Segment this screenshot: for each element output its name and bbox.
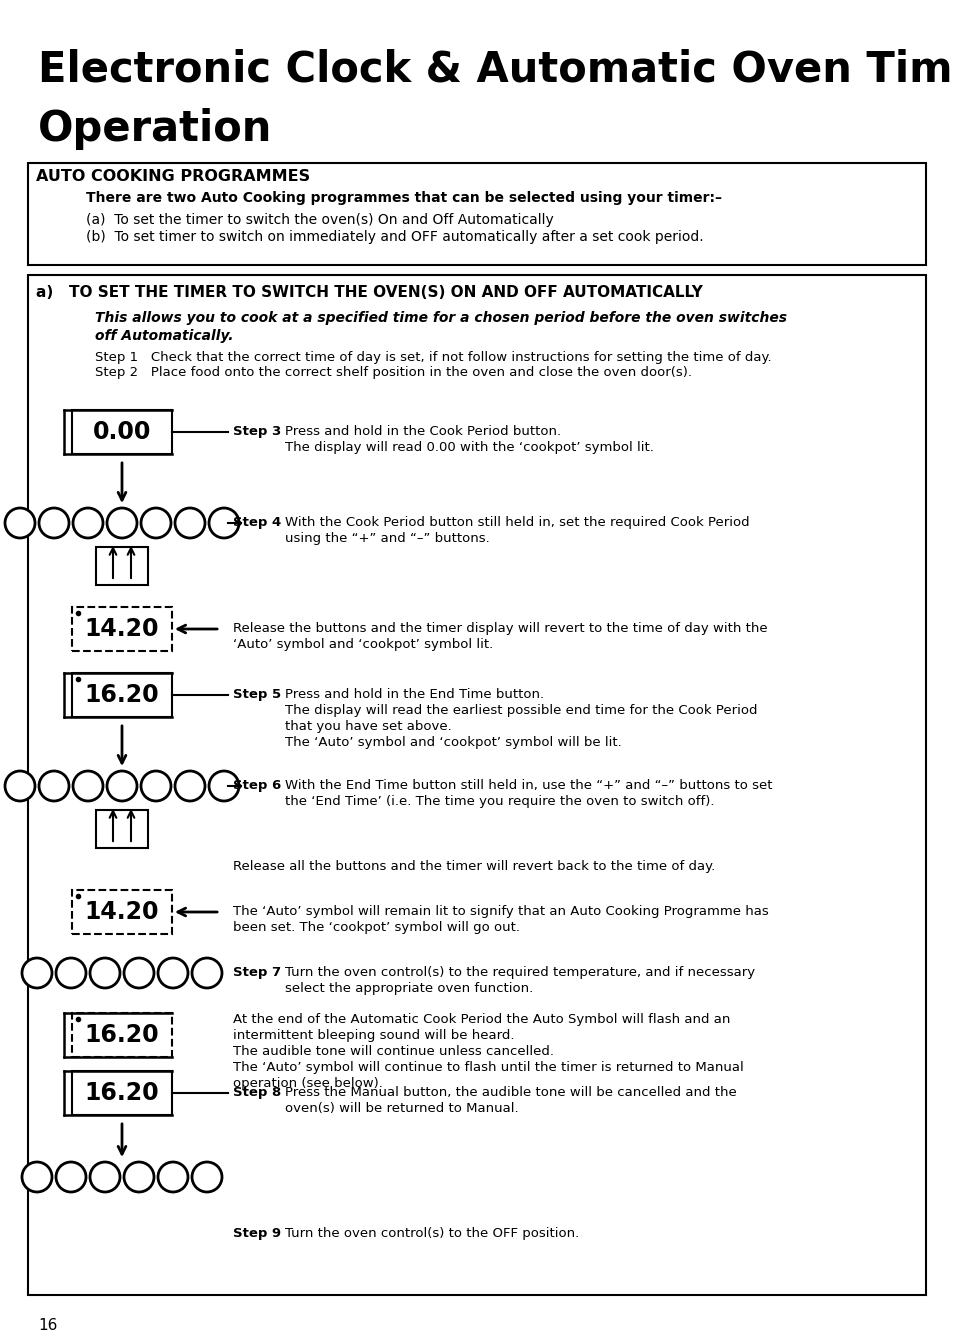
- Text: Turn the oven control(s) to the OFF position.: Turn the oven control(s) to the OFF posi…: [285, 1226, 578, 1240]
- Circle shape: [39, 508, 69, 538]
- Bar: [71, 1071, 172, 1116]
- Circle shape: [107, 771, 137, 802]
- Text: (a)  To set the timer to switch the oven(s) On and Off Automatically: (a) To set the timer to switch the oven(…: [86, 212, 553, 227]
- Bar: [71, 673, 172, 717]
- Circle shape: [192, 958, 222, 989]
- Text: a)   TO SET THE TIMER TO SWITCH THE OVEN(S) ON AND OFF AUTOMATICALLY: a) TO SET THE TIMER TO SWITCH THE OVEN(S…: [36, 285, 702, 301]
- Text: 16.20: 16.20: [85, 1023, 159, 1047]
- Circle shape: [158, 958, 188, 989]
- Circle shape: [209, 771, 239, 802]
- Text: Electronic Clock & Automatic Oven Timer: Electronic Clock & Automatic Oven Timer: [38, 48, 953, 90]
- Text: There are two Auto Cooking programmes that can be selected using your timer:–: There are two Auto Cooking programmes th…: [86, 191, 721, 204]
- Circle shape: [73, 508, 103, 538]
- Bar: [71, 410, 172, 454]
- Circle shape: [5, 771, 35, 802]
- Bar: [28, 163, 925, 265]
- Circle shape: [73, 771, 103, 802]
- Text: Release all the buttons and the timer will revert back to the time of day.: Release all the buttons and the timer wi…: [233, 860, 715, 872]
- Text: 0.00: 0.00: [92, 420, 151, 444]
- Text: 16: 16: [38, 1319, 57, 1333]
- Text: The ‘Auto’ symbol will remain lit to signify that an Auto Cooking Programme has
: The ‘Auto’ symbol will remain lit to sig…: [233, 904, 768, 934]
- Text: 14.20: 14.20: [85, 617, 159, 641]
- Bar: [96, 810, 148, 848]
- Circle shape: [141, 771, 171, 802]
- Text: AUTO COOKING PROGRAMMES: AUTO COOKING PROGRAMMES: [36, 168, 310, 184]
- Bar: [71, 607, 172, 651]
- Circle shape: [174, 508, 205, 538]
- Text: Step 5: Step 5: [233, 688, 281, 701]
- Text: Step 9: Step 9: [233, 1226, 281, 1240]
- Text: At the end of the Automatic Cook Period the Auto Symbol will flash and an
interm: At the end of the Automatic Cook Period …: [233, 1013, 743, 1090]
- Circle shape: [90, 958, 120, 989]
- Circle shape: [22, 958, 52, 989]
- Circle shape: [124, 958, 153, 989]
- Text: Step 1   Check that the correct time of day is set, if not follow instructions f: Step 1 Check that the correct time of da…: [95, 351, 771, 363]
- Text: With the End Time button still held in, use the “+” and “–” buttons to set
the ‘: With the End Time button still held in, …: [285, 779, 772, 808]
- Circle shape: [107, 508, 137, 538]
- Text: Step 3: Step 3: [233, 425, 281, 438]
- Text: Step 7: Step 7: [233, 966, 281, 979]
- Text: 16.20: 16.20: [85, 683, 159, 707]
- Circle shape: [22, 1162, 52, 1192]
- Text: This allows you to cook at a specified time for a chosen period before the oven : This allows you to cook at a specified t…: [95, 311, 786, 343]
- Text: Press and hold in the End Time button.
The display will read the earliest possib: Press and hold in the End Time button. T…: [285, 688, 757, 749]
- Bar: [71, 1013, 172, 1057]
- Text: Step 8: Step 8: [233, 1086, 281, 1100]
- Circle shape: [124, 1162, 153, 1192]
- Text: 14.20: 14.20: [85, 900, 159, 925]
- Circle shape: [192, 1162, 222, 1192]
- Circle shape: [56, 1162, 86, 1192]
- Text: With the Cook Period button still held in, set the required Cook Period
using th: With the Cook Period button still held i…: [285, 516, 749, 545]
- Bar: [28, 275, 925, 1295]
- Text: Press the Manual button, the audible tone will be cancelled and the
oven(s) will: Press the Manual button, the audible ton…: [285, 1086, 736, 1116]
- Bar: [71, 890, 172, 934]
- Text: 16.20: 16.20: [85, 1081, 159, 1105]
- Circle shape: [56, 958, 86, 989]
- Circle shape: [39, 771, 69, 802]
- Text: Step 6: Step 6: [233, 779, 281, 792]
- Circle shape: [174, 771, 205, 802]
- Circle shape: [209, 508, 239, 538]
- Text: Press and hold in the Cook Period button.
The display will read 0.00 with the ‘c: Press and hold in the Cook Period button…: [285, 425, 653, 454]
- Circle shape: [141, 508, 171, 538]
- Circle shape: [90, 1162, 120, 1192]
- Text: Turn the oven control(s) to the required temperature, and if necessary
select th: Turn the oven control(s) to the required…: [285, 966, 755, 995]
- Circle shape: [158, 1162, 188, 1192]
- Text: Step 2   Place food onto the correct shelf position in the oven and close the ov: Step 2 Place food onto the correct shelf…: [95, 366, 691, 379]
- Text: Operation: Operation: [38, 108, 273, 150]
- Text: (b)  To set timer to switch on immediately and OFF automatically after a set coo: (b) To set timer to switch on immediatel…: [86, 230, 703, 244]
- Circle shape: [5, 508, 35, 538]
- Bar: [96, 546, 148, 585]
- Text: Step 4: Step 4: [233, 516, 281, 529]
- Text: Release the buttons and the timer display will revert to the time of day with th: Release the buttons and the timer displa…: [233, 623, 767, 651]
